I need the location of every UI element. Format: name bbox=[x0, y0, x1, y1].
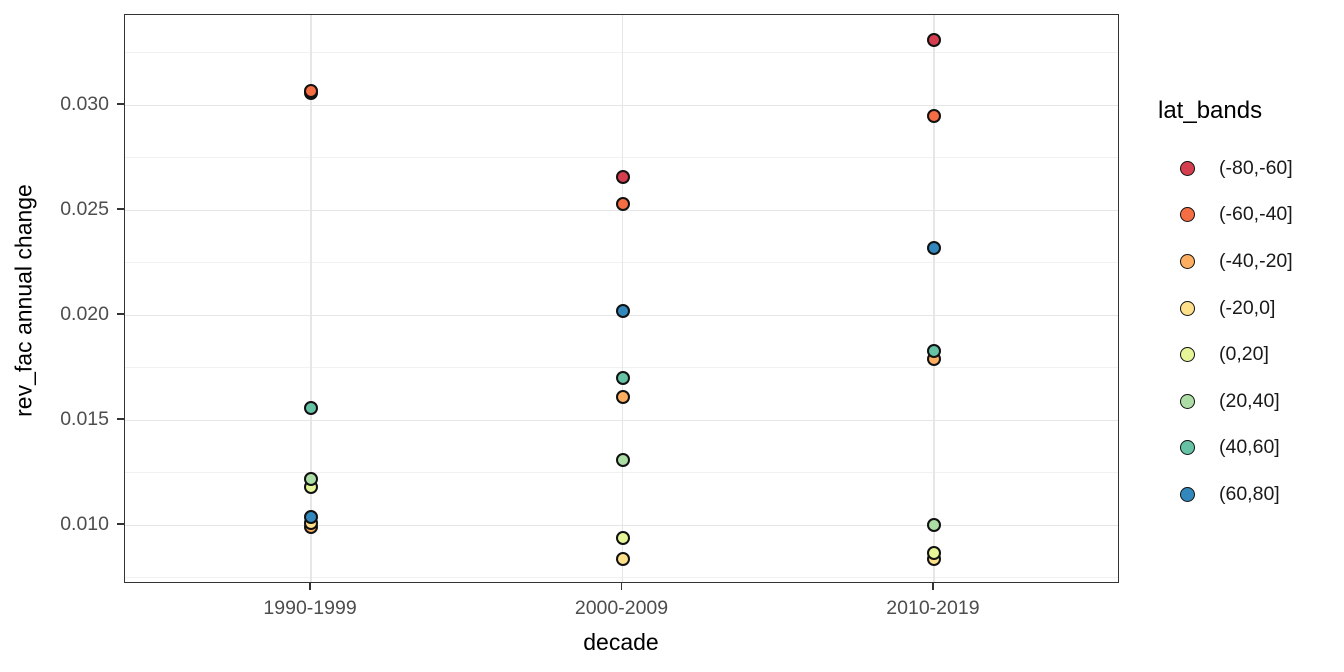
gridline-major bbox=[125, 419, 1118, 421]
plot-panel bbox=[124, 14, 1119, 583]
data-point bbox=[304, 509, 319, 524]
legend-key-icon bbox=[1180, 253, 1195, 269]
legend-key-icon bbox=[1180, 207, 1195, 223]
gridline-minor bbox=[125, 472, 1118, 474]
x-tick-mark bbox=[309, 583, 311, 590]
data-point bbox=[304, 83, 319, 98]
gridline-vertical bbox=[933, 15, 935, 582]
data-point bbox=[926, 108, 941, 123]
y-tick-mark bbox=[117, 418, 124, 421]
legend-item: (40,60] bbox=[1158, 425, 1293, 472]
legend-item: (60,80] bbox=[1158, 471, 1293, 518]
legend-label: (-60,-40] bbox=[1219, 203, 1293, 226]
gridline-minor bbox=[125, 262, 1118, 264]
gridline-vertical bbox=[621, 15, 624, 582]
legend-key-icon bbox=[1180, 300, 1195, 316]
gridline-major bbox=[125, 104, 1118, 106]
x-tick-label: 2000-2009 bbox=[574, 597, 669, 619]
gridline-minor bbox=[125, 157, 1118, 159]
x-tick-label: 1990-1999 bbox=[263, 597, 357, 619]
data-point bbox=[304, 472, 319, 487]
legend-key-icon bbox=[1180, 160, 1195, 176]
data-point bbox=[615, 169, 630, 184]
legend-title: lat_bands bbox=[1158, 97, 1263, 124]
gridline-minor bbox=[125, 577, 1118, 579]
legend: lat_bands (-80,-60] (-60,-40] (-40,-20] (-2… bbox=[1158, 97, 1293, 518]
y-tick-mark bbox=[117, 313, 124, 316]
data-point bbox=[615, 304, 630, 319]
y-tick-label: 0.015 bbox=[60, 408, 109, 431]
data-point bbox=[926, 241, 941, 256]
data-point bbox=[926, 518, 941, 533]
x-tick-mark bbox=[932, 583, 934, 590]
legend-label: (-20,0] bbox=[1219, 296, 1276, 319]
data-point bbox=[615, 390, 630, 405]
gridline-vertical bbox=[310, 15, 312, 582]
y-axis-title: rev_fac annual change bbox=[10, 184, 37, 417]
legend-key-icon bbox=[1180, 486, 1195, 502]
y-tick-mark bbox=[117, 208, 124, 211]
data-point bbox=[926, 343, 941, 358]
x-tick-label: 2010-2019 bbox=[886, 597, 980, 619]
y-tick-label: 0.020 bbox=[60, 303, 109, 326]
data-point bbox=[615, 371, 630, 386]
legend-label: (-40,-20] bbox=[1219, 249, 1293, 272]
legend-item: (-80,-60] bbox=[1158, 145, 1293, 192]
x-axis-title: decade bbox=[583, 629, 659, 655]
y-tick-label: 0.030 bbox=[60, 93, 109, 116]
legend-item: (-20,0] bbox=[1158, 285, 1293, 332]
gridline-major bbox=[125, 524, 1118, 526]
gridline-minor bbox=[125, 367, 1118, 369]
legend-item: (0,20] bbox=[1158, 331, 1293, 378]
data-point bbox=[615, 453, 630, 468]
y-tick-label: 0.010 bbox=[60, 513, 109, 536]
x-tick-mark bbox=[620, 583, 623, 590]
y-tick-label: 0.025 bbox=[60, 198, 109, 221]
data-point bbox=[926, 545, 941, 560]
y-tick-mark bbox=[117, 103, 124, 106]
legend-label: (20,40] bbox=[1219, 389, 1280, 412]
legend-label: (60,80] bbox=[1219, 482, 1280, 505]
legend-label: (-80,-60] bbox=[1219, 156, 1293, 179]
legend-label: (0,20] bbox=[1219, 343, 1269, 366]
legend-key-icon bbox=[1180, 393, 1195, 409]
legend-key-icon bbox=[1180, 347, 1195, 363]
legend-item: (-60,-40] bbox=[1158, 192, 1293, 239]
legend-item: (20,40] bbox=[1158, 378, 1293, 425]
data-point bbox=[615, 196, 630, 211]
data-point bbox=[926, 33, 941, 48]
legend-label: (40,60] bbox=[1219, 436, 1280, 459]
data-point bbox=[615, 530, 630, 545]
y-tick-mark bbox=[117, 523, 124, 525]
legend-key-icon bbox=[1180, 440, 1195, 456]
legend-item: (-40,-20] bbox=[1158, 238, 1293, 285]
data-point bbox=[615, 551, 630, 566]
legend-items: (-80,-60] (-60,-40] (-40,-20] (-20,0] (0,20]… bbox=[1158, 145, 1293, 518]
gridline-minor bbox=[125, 52, 1118, 54]
data-point bbox=[304, 400, 319, 415]
